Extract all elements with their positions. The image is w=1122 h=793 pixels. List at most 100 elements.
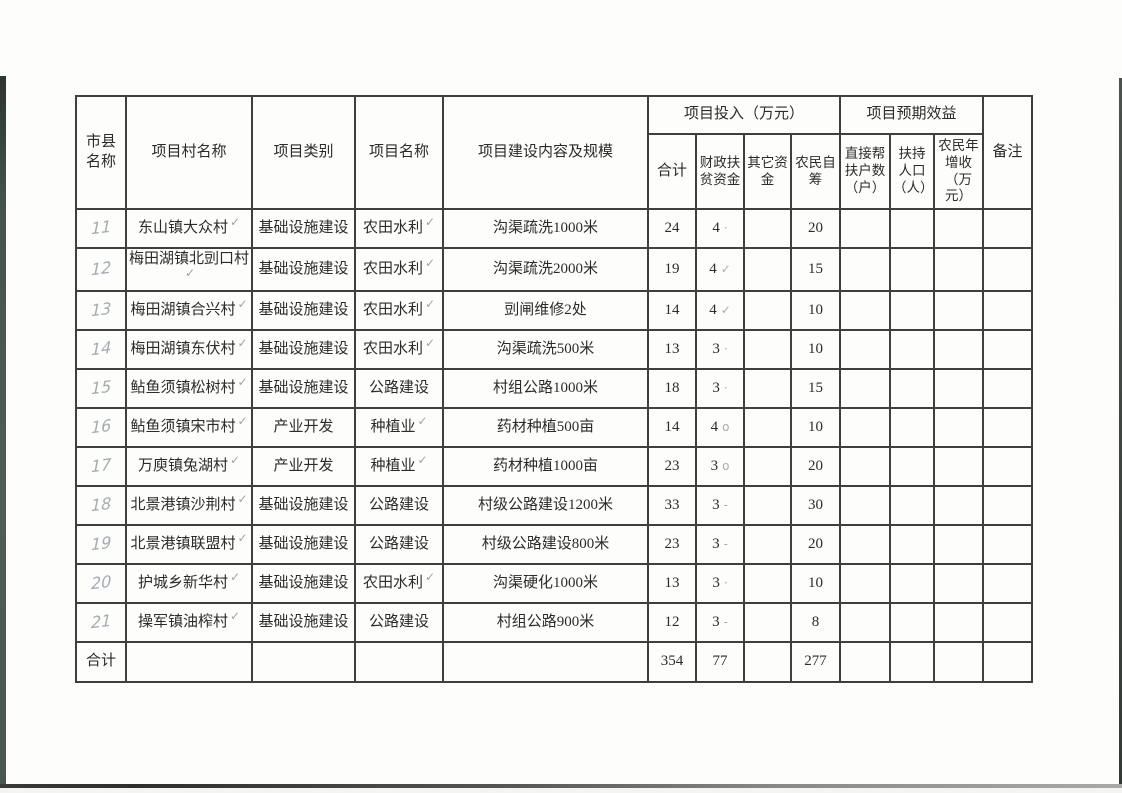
total-label: 合计 <box>75 641 127 683</box>
total-annual-income <box>933 641 985 683</box>
construction-content-cell: 沟渠疏洗2000米 <box>442 247 649 292</box>
pencil-mark-icon: · <box>723 380 728 395</box>
table-row: 15 鲇鱼须镇松树村 ✓ 基础设施建设 公路建设 村组公路1000米 18 3 · 15 <box>75 368 1034 409</box>
self-raised-cell: 10 <box>789 407 842 448</box>
project-category-cell: 基础设施建设 <box>251 208 356 249</box>
self-raised-cell: 15 <box>789 247 842 292</box>
self-raised-cell: 30 <box>789 485 842 526</box>
project-name-cell: 种植业 ✓ <box>354 407 444 448</box>
total-helped-households <box>839 641 892 683</box>
project-category-cell: 基础设施建设 <box>251 485 356 526</box>
other-fund-cell <box>743 563 792 604</box>
investment-total-cell: 23 <box>647 524 697 565</box>
pencil-mark-icon: ο <box>722 419 730 434</box>
table-row: 13 梅田湖镇合兴村 ✓ 基础设施建设 农田水利 ✓ 剅闸维修2处 14 4 ✓ 10 <box>75 290 1034 331</box>
village-name: 鲇鱼须镇宋市村 <box>130 418 236 435</box>
supported-population-cell <box>889 329 936 370</box>
village-name-cell: 鲇鱼须镇松树村 ✓ <box>125 368 253 409</box>
table-row: 12 梅田湖镇北剅口村✓ 基础设施建设 农田水利 ✓ 沟渠疏洗2000米 19 4 ✓ 15 <box>75 247 1034 292</box>
total-investment-total: 354 <box>647 641 697 683</box>
project-name-cell: 农田水利 ✓ <box>354 329 444 370</box>
row-number-cell: 16 <box>75 407 127 448</box>
handwritten-row-number: 13 <box>90 298 112 321</box>
pencil-check-icon: ✓ <box>424 214 436 229</box>
helped-households-cell <box>839 602 892 643</box>
fiscal-fund-cell: 4 · <box>695 208 745 249</box>
fiscal-fund-cell: 3- <box>695 485 745 526</box>
table-body: 11 东山镇大众村 ✓ 基础设施建设 农田水利 ✓ 沟渠疏洗1000米 24 4 · 20 12 梅田湖… <box>75 208 1034 643</box>
row-number-cell: 14 <box>75 329 127 370</box>
table-row: 14 梅田湖镇东伏村 ✓ 基础设施建设 农田水利 ✓ 沟渠疏洗500米 13 3 · 10 <box>75 329 1034 370</box>
header-group-benefit: 项目预期效益 <box>839 95 985 135</box>
fiscal-fund-cell: 3 · <box>695 368 745 409</box>
annual-income-cell <box>933 446 985 487</box>
remark-cell <box>982 602 1034 643</box>
fiscal-fund-value: 4 <box>710 418 719 435</box>
village-name-cell: 梅田湖镇东伏村 ✓ <box>125 329 253 370</box>
fiscal-fund-value: 3 <box>712 340 720 357</box>
remark-cell <box>982 368 1034 409</box>
table-row: 19 北景港镇联盟村 ✓ 基础设施建设 公路建设 村级公路建设800米 23 3-20 <box>75 524 1034 565</box>
header-self-raised: 农民自筹 <box>789 133 842 210</box>
pencil-mark-icon: · <box>723 575 728 590</box>
project-name: 公路建设 <box>368 379 429 396</box>
pencil-mark-icon: · <box>723 341 728 356</box>
village-name: 东山镇大众村 <box>137 219 228 236</box>
pencil-check-icon: ✓ <box>424 296 436 311</box>
handwritten-row-number: 14 <box>90 337 112 360</box>
total-category-cell <box>251 641 356 683</box>
header-group-row: 市县名称 项目村名称 项目类别 项目名称 项目建设内容及规模 项目投入（万元） … <box>75 95 1034 210</box>
project-category-cell: 基础设施建设 <box>251 247 356 292</box>
investment-total-cell: 13 <box>647 329 697 370</box>
header-other-fund: 其它资金 <box>743 133 792 210</box>
total-fiscal-fund: 77 <box>695 641 745 683</box>
handwritten-row-number: 16 <box>90 415 112 438</box>
total-row: 合计 354 77 277 <box>75 641 1034 683</box>
project-name: 种植业 <box>370 457 416 474</box>
investment-total-cell: 18 <box>647 368 697 409</box>
project-name: 公路建设 <box>368 535 429 552</box>
construction-content-cell: 沟渠硬化1000米 <box>442 563 649 604</box>
self-raised-cell: 20 <box>789 208 842 249</box>
construction-content-cell: 村级公路建设800米 <box>442 524 649 565</box>
table-row: 11 东山镇大众村 ✓ 基础设施建设 农田水利 ✓ 沟渠疏洗1000米 24 4 · 20 <box>75 208 1034 249</box>
project-name: 农田水利 <box>362 260 423 277</box>
project-name-cell: 公路建设 <box>354 524 444 565</box>
scan-edge-left <box>0 76 6 786</box>
pencil-check-icon: ✓ <box>229 214 241 229</box>
helped-households-cell <box>839 368 892 409</box>
supported-population-cell <box>889 368 936 409</box>
village-name-cell: 鲇鱼须镇宋市村 ✓ <box>125 407 253 448</box>
pencil-mark-icon: ✓ <box>720 261 731 276</box>
row-number-cell: 15 <box>75 368 127 409</box>
header-fiscal-fund: 财政扶贫资金 <box>695 133 745 210</box>
pencil-mark-icon: - <box>723 614 728 629</box>
village-name: 梅田湖镇合兴村 <box>130 301 236 318</box>
header-project-category: 项目类别 <box>251 95 356 210</box>
annual-income-cell <box>933 247 985 292</box>
supported-population-cell <box>889 407 936 448</box>
fiscal-fund-cell: 4 ✓ <box>695 290 745 331</box>
other-fund-cell <box>743 524 792 565</box>
helped-households-cell <box>839 563 892 604</box>
row-number-cell: 18 <box>75 485 127 526</box>
self-raised-cell: 8 <box>789 602 842 643</box>
project-category-cell: 产业开发 <box>251 446 356 487</box>
pencil-check-icon: ✓ <box>424 255 436 270</box>
construction-content-cell: 村组公路900米 <box>442 602 649 643</box>
fiscal-fund-cell: 4 ✓ <box>695 247 745 292</box>
project-name: 农田水利 <box>362 574 423 591</box>
pencil-mark-icon: - <box>723 536 728 551</box>
other-fund-cell <box>743 290 792 331</box>
village-name-cell: 万庾镇兔湖村 ✓ <box>125 446 253 487</box>
village-name-cell: 操军镇油榨村 ✓ <box>125 602 253 643</box>
handwritten-row-number: 17 <box>90 454 112 477</box>
helped-households-cell <box>839 485 892 526</box>
table-row: 17 万庾镇兔湖村 ✓ 产业开发 种植业 ✓ 药材种植1000亩 23 3 ο 20 <box>75 446 1034 487</box>
construction-content-cell: 药材种植500亩 <box>442 407 649 448</box>
investment-total-cell: 14 <box>647 290 697 331</box>
handwritten-row-number: 19 <box>90 532 112 555</box>
handwritten-row-number: 21 <box>90 610 112 633</box>
